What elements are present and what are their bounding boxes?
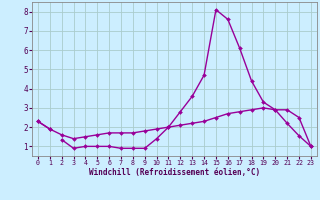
X-axis label: Windchill (Refroidissement éolien,°C): Windchill (Refroidissement éolien,°C) xyxy=(89,168,260,177)
